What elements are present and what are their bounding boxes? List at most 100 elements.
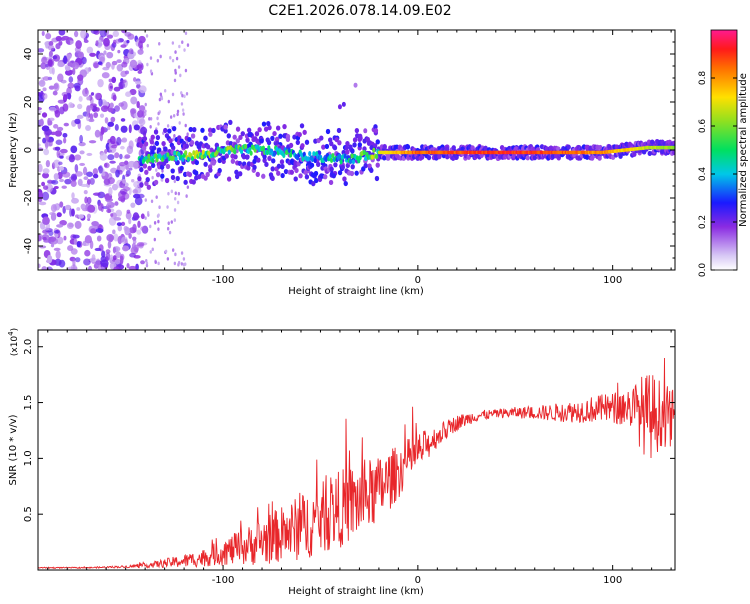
noise-blob	[45, 183, 54, 193]
noise-blob	[99, 30, 107, 38]
noise-blob	[151, 247, 154, 252]
noise-blob	[41, 112, 48, 118]
noise-blob	[59, 166, 65, 171]
noise-blob	[54, 109, 61, 118]
spectral-halo	[293, 176, 298, 182]
spectral-halo	[153, 129, 159, 135]
noise-blob	[87, 265, 93, 270]
spectral-halo	[137, 136, 143, 142]
spectral-halo	[271, 158, 276, 164]
spectral-ridge	[329, 157, 334, 163]
spectral-halo	[319, 173, 324, 179]
noise-blob	[114, 201, 119, 206]
spectral-halo	[234, 173, 240, 180]
noise-blob	[56, 149, 61, 158]
noise-blob	[157, 111, 160, 116]
noise-blob	[53, 185, 59, 190]
noise-blob	[158, 41, 161, 46]
noise-blob	[169, 55, 172, 60]
noise-blob	[132, 189, 139, 194]
spectral-halo	[245, 137, 250, 143]
noise-blob	[55, 139, 63, 145]
spectral-halo	[262, 157, 267, 164]
noise-blob	[100, 266, 105, 270]
noise-blob	[59, 220, 67, 226]
spectral-halo	[323, 174, 328, 180]
noise-blob	[157, 227, 160, 231]
spectral-halo	[208, 131, 213, 137]
spectral-halo	[342, 176, 347, 182]
noise-blob	[161, 169, 164, 173]
y-tick-label: 1.0	[23, 450, 34, 466]
noise-blob	[173, 196, 177, 201]
spectral-halo	[270, 166, 275, 172]
spectral-halo	[188, 126, 193, 133]
snr-exponent-base: (x10	[10, 336, 20, 357]
noise-blob	[69, 208, 73, 217]
noise-blob	[186, 132, 189, 136]
spectrogram-y-label: Frequency (Hz)	[8, 112, 19, 188]
spectral-halo	[252, 164, 257, 170]
noise-blob	[144, 198, 147, 202]
spectral-halo	[367, 163, 372, 169]
spectral-halo	[171, 126, 177, 132]
noise-blob	[140, 126, 148, 135]
noise-blob	[59, 178, 64, 183]
noise-blob	[68, 155, 76, 163]
noise-blob	[159, 54, 162, 59]
noise-blob	[177, 65, 181, 69]
spectral-halo	[295, 139, 301, 146]
spectral-halo	[267, 125, 272, 131]
spectral-halo	[329, 166, 334, 172]
noise-blob	[53, 83, 59, 90]
spectral-halo	[278, 133, 283, 139]
snr-exponent-power: 4	[7, 331, 15, 336]
noise-blob	[54, 233, 59, 238]
noise-blob	[149, 116, 153, 121]
noise-blob	[63, 122, 69, 127]
spectral-halo	[382, 155, 387, 161]
spectral-halo	[154, 140, 160, 147]
noise-blob	[94, 247, 102, 252]
spectral-halo	[279, 159, 285, 165]
noise-blob	[128, 48, 134, 55]
noise-blob	[173, 179, 177, 184]
snr-panel: -100 0 100 0.5 1.0 1.5 2.0 Height of straight…	[7, 328, 676, 597]
noise-blob	[54, 130, 63, 137]
noise-blob	[175, 56, 179, 61]
spectrogram-x-label: Height of straight line (km)	[288, 286, 424, 297]
noise-blob	[166, 124, 170, 128]
spectral-halo	[192, 127, 197, 133]
spectral-halo	[373, 124, 378, 130]
noise-blob	[137, 70, 143, 74]
noise-blob	[112, 94, 117, 101]
noise-blob	[53, 173, 59, 181]
spectral-halo	[217, 167, 222, 174]
noise-blob	[114, 152, 120, 159]
noise-blob	[56, 224, 64, 228]
noise-blob	[116, 136, 122, 146]
noise-blob	[132, 223, 137, 233]
spectral-halo	[618, 153, 623, 159]
noise-blob	[107, 154, 115, 161]
noise-blob	[157, 219, 160, 224]
figure-title: C2E1.2026.078.14.09.E02	[268, 3, 451, 19]
noise-blob	[62, 56, 68, 65]
noise-blob	[67, 82, 75, 89]
noise-blob	[106, 208, 112, 214]
y-tick-label: 20	[23, 96, 34, 109]
noise-blob	[70, 248, 78, 255]
spectral-halo	[298, 173, 303, 179]
spectral-halo	[304, 174, 310, 180]
spectral-halo	[340, 164, 346, 170]
noise-blob	[105, 249, 111, 254]
noise-blob	[129, 59, 138, 69]
colorbar-tick-label: 0.8	[698, 71, 708, 86]
colorbar-tick-label: 0.6	[698, 119, 708, 134]
noise-blob	[122, 178, 126, 184]
noise-blob	[48, 50, 53, 57]
noise-blob	[124, 160, 129, 166]
noise-blob	[38, 110, 42, 114]
noise-blob	[149, 224, 152, 229]
y-tick-label: -20	[23, 190, 34, 206]
